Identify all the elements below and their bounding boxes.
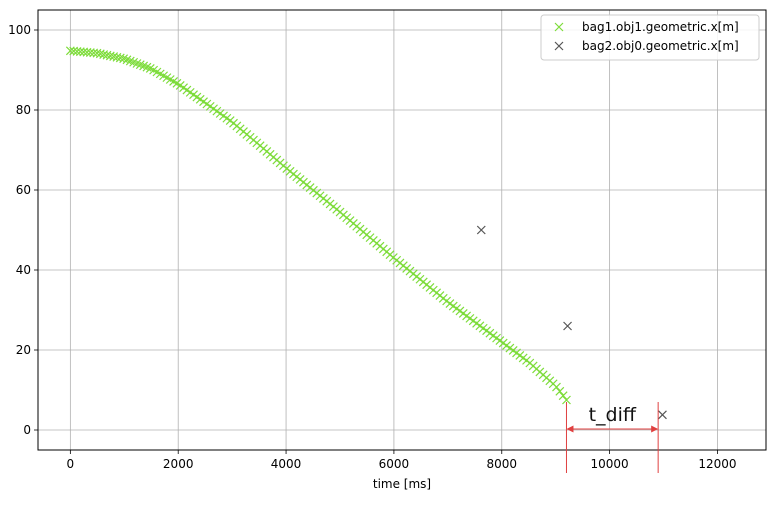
- series1-point: [115, 53, 125, 63]
- series1-point: [555, 386, 565, 396]
- series1-point: [562, 395, 571, 405]
- x-tick-label: 0: [67, 457, 75, 471]
- series2-point: [476, 225, 486, 235]
- series1-point: [99, 50, 109, 59]
- x-tick-label: 4000: [271, 457, 302, 471]
- x-tick-label: 6000: [379, 457, 410, 471]
- series1-point: [109, 52, 119, 62]
- legend-label: bag2.obj0.geometric.x[m]: [582, 39, 739, 53]
- series2-point: [563, 321, 572, 331]
- y-tick-label: 20: [16, 343, 31, 357]
- y-tick-label: 100: [8, 23, 31, 37]
- series1-point: [552, 382, 561, 392]
- x-tick-label: 8000: [486, 457, 517, 471]
- series2-point: [658, 410, 667, 420]
- tick-labels: 0 2000 4000 6000 8000 10000 12000 0 20 40 60 80 100: [8, 23, 736, 471]
- legend-item: bag2.obj0.geometric.x[m]: [554, 39, 739, 53]
- x-tick-label: 10000: [591, 457, 629, 471]
- grid: [38, 10, 766, 450]
- legend-label: bag1.obj1.geometric.x[m]: [582, 20, 739, 34]
- legend: bag1.obj1.geometric.x[m] bag2.obj0.geomet…: [540, 14, 760, 61]
- legend-item: bag1.obj1.geometric.x[m]: [554, 20, 739, 34]
- series1-point: [558, 391, 568, 401]
- plot-area: [65, 46, 667, 420]
- y-tick-label: 60: [16, 183, 31, 197]
- x-tick-label: 2000: [163, 457, 194, 471]
- y-tick-label: 80: [16, 103, 31, 117]
- series1-point: [105, 51, 115, 61]
- axes-frame: [37, 9, 767, 451]
- x-tick-label: 12000: [698, 457, 736, 471]
- series1-point: [112, 52, 122, 62]
- tdiff-arrowhead-right: [651, 425, 659, 433]
- tdiff-arrowhead-left: [566, 425, 574, 433]
- series1-point: [102, 50, 112, 60]
- series1-point: [92, 48, 102, 58]
- legend-marker: [554, 22, 564, 32]
- legend-box: [540, 14, 760, 61]
- tdiff-label: t_diff: [589, 404, 637, 426]
- t-diff-annotation: t_diff: [565, 402, 659, 473]
- legend-marker: [554, 41, 564, 51]
- y-tick-label: 40: [16, 263, 31, 277]
- x-axis-label: time [ms]: [373, 477, 431, 491]
- series1-point: [95, 49, 105, 59]
- series1-point: [119, 54, 129, 64]
- y-tick-label: 0: [23, 423, 31, 437]
